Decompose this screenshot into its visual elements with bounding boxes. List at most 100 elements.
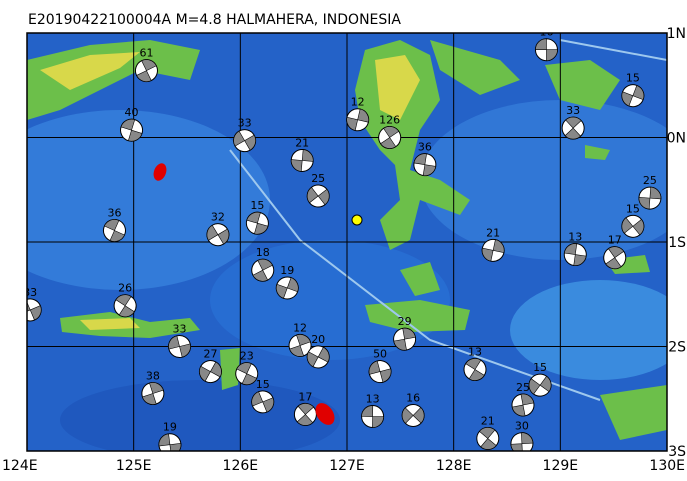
beachball-compression: [206, 224, 230, 245]
lat-label: 0N: [667, 131, 686, 147]
beachball-compression: [413, 153, 437, 176]
depth-label: 17: [298, 390, 312, 403]
depth-label: 33: [23, 286, 37, 299]
beachball-compression: [621, 217, 645, 236]
beachball-compression: [401, 407, 425, 424]
depth-label: 15: [626, 202, 640, 215]
beachball-compression: [528, 375, 552, 395]
focal-mechanism: [393, 327, 417, 351]
lat-label: 2S: [668, 340, 686, 356]
depth-label: 126: [379, 114, 400, 127]
focal-mechanism: [27, 298, 42, 322]
depth-label: 33: [566, 104, 580, 117]
beachball-compression: [142, 382, 164, 405]
focal-mechanism: [158, 433, 182, 451]
depth-label: 29: [398, 315, 412, 328]
lat-label: 3S: [668, 444, 686, 460]
beachball-compression: [136, 59, 157, 82]
lon-label: 127E: [329, 458, 365, 474]
beachball-compression: [638, 186, 662, 210]
depth-label: 26: [118, 282, 132, 295]
focal-mechanism: [233, 129, 257, 153]
beachball-compression: [361, 405, 384, 428]
frame: [26, 32, 668, 452]
depth-label: 30: [515, 420, 529, 433]
focal-mechanism: [290, 148, 314, 172]
focal-mechanism: [511, 393, 535, 417]
lon-label: 128E: [436, 458, 472, 474]
depth-label: 21: [481, 414, 495, 427]
depth-label: 33: [238, 117, 252, 130]
focal-mechanism: [361, 405, 385, 429]
focal-mechanism: [510, 432, 534, 451]
depth-label: 12: [293, 321, 307, 334]
depth-label: 13: [366, 393, 380, 406]
beachball-compression: [289, 334, 311, 357]
beachball-compression: [120, 118, 143, 142]
focal-mechanism: [638, 186, 662, 210]
beachball-compression: [104, 219, 125, 242]
focal-mechanism: [378, 126, 402, 149]
depth-label: 13: [568, 231, 582, 244]
beachball-compression: [393, 327, 416, 351]
lon-label: 125E: [116, 458, 152, 474]
focal-mechanism: [168, 335, 192, 358]
focal-mechanism: [120, 118, 144, 142]
depth-label: 19: [163, 421, 177, 434]
beachball-compression: [168, 335, 191, 358]
highlight-event: [315, 403, 335, 425]
depth-label: 25: [311, 172, 325, 185]
depth-label: 61: [139, 47, 153, 60]
focal-mechanism: [481, 238, 505, 262]
beachball-compression: [510, 432, 534, 451]
depth-label: 25: [516, 381, 530, 394]
beachball-compression: [465, 358, 485, 381]
axis-labels: 124E 125E 126E 127E 128E 129E 130E 1N 0N 1S 2S 3S: [2, 26, 686, 474]
focal-mechanism: [113, 294, 137, 318]
depth-label: 16: [539, 26, 553, 39]
beachball-compression: [605, 246, 625, 269]
depth-label: 15: [256, 378, 270, 391]
lon-label: 129E: [543, 458, 579, 474]
lat-label: 1N: [667, 26, 686, 42]
lon-label: 126E: [223, 458, 259, 474]
depth-label: 36: [418, 141, 432, 154]
focal-mechanism: [251, 390, 275, 414]
depth-label: 15: [250, 199, 264, 212]
depth-label: 20: [311, 333, 325, 346]
focal-mechanism: [134, 59, 158, 83]
focal-mechanism: [621, 84, 645, 108]
beachball-compression: [564, 243, 587, 266]
beachball-compression: [246, 211, 269, 235]
focal-mechanism: [141, 382, 165, 406]
beachball-compression: [276, 277, 299, 299]
beachball-compression: [199, 361, 222, 382]
beachball-compression: [236, 362, 258, 385]
beachball-compression: [233, 130, 256, 151]
beachball-compression: [296, 403, 314, 426]
depth-label: 16: [406, 391, 420, 404]
focal-mechanism: [235, 362, 259, 386]
focal-mechanism: [251, 258, 275, 282]
lon-label: 130E: [649, 458, 685, 474]
depth-label: 21: [295, 136, 309, 149]
epicenter: [351, 214, 363, 226]
beachball-compression: [290, 149, 314, 172]
beachball-compression: [564, 116, 582, 140]
beachball-compression: [115, 294, 135, 317]
focal-mechanism: [563, 243, 587, 267]
beachball-compression: [306, 346, 330, 368]
focal-mechanism: [368, 360, 392, 384]
beachball-compression: [27, 299, 42, 321]
focal-mechanism: [102, 219, 126, 243]
focal-mechanism: [346, 108, 370, 132]
depth-label: 36: [107, 207, 121, 220]
beachball-compression: [535, 38, 558, 62]
focal-mechanism: [534, 38, 558, 62]
focal-mechanism: [306, 184, 330, 208]
focal-mechanism: [245, 211, 269, 235]
depth-label: 12: [351, 96, 365, 109]
beachball-compression: [346, 108, 369, 131]
